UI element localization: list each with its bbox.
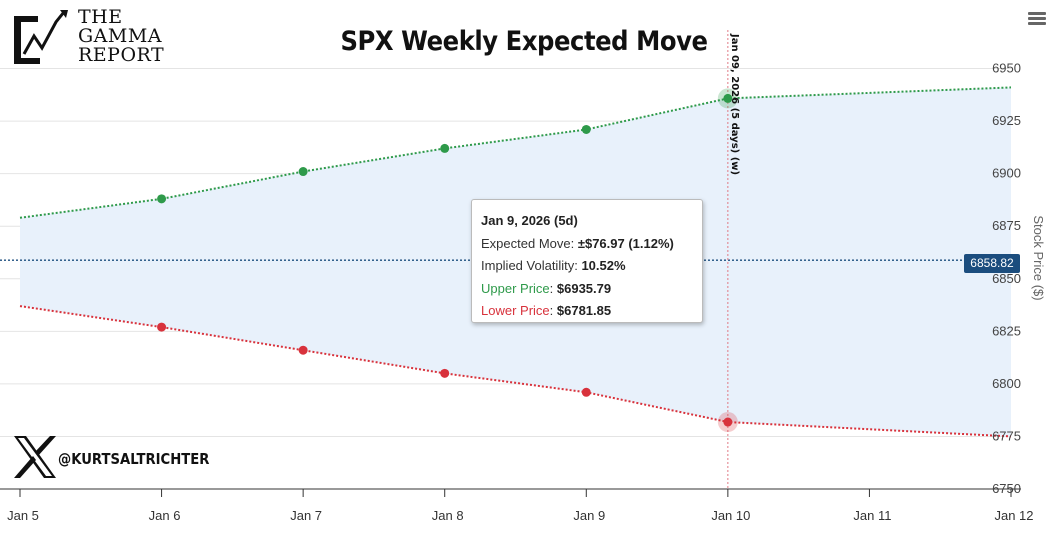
- chart-title: SPX Weekly Expected Move: [340, 26, 708, 57]
- logo-text: THE GAMMA REPORT: [78, 8, 164, 65]
- upper-price-point: [581, 124, 591, 134]
- y-tick-label: 6750: [992, 481, 1021, 496]
- social-handle-text: @KURTSALTRICHTER: [58, 450, 210, 468]
- social-handle: @KURTSALTRICHTER: [12, 434, 209, 485]
- current-price-badge: 6858.82: [964, 254, 1020, 273]
- y-tick-label: 6775: [992, 428, 1021, 443]
- x-tick-label: Jan 6: [149, 508, 181, 523]
- upper-price-point: [440, 143, 450, 153]
- y-tick-label: 6850: [992, 271, 1021, 286]
- axes-group: [0, 488, 1021, 497]
- logo-line-1: THE: [78, 6, 123, 28]
- x-tick-label: Jan 7: [290, 508, 322, 523]
- upper-price-point: [157, 194, 167, 204]
- tooltip-upper-price: Upper Price: $6935.79: [481, 280, 612, 296]
- tooltip-lower-price: Lower Price: $6781.85: [481, 303, 612, 318]
- x-tick-label: Jan 11: [853, 508, 891, 523]
- tooltip-date: Jan 9, 2026 (5d): [481, 213, 578, 228]
- x-tick-label: Jan 8: [432, 508, 464, 523]
- lower-price-point: [298, 345, 308, 355]
- tooltip-implied-volatility: Implied Volatility: 10.52%: [481, 258, 626, 273]
- gamma-logo-icon: [14, 10, 68, 64]
- y-axis-title: Stock Price ($): [1031, 215, 1046, 300]
- y-tick-label: 6825: [992, 323, 1021, 338]
- data-tooltip: Jan 9, 2026 (5d) Expected Move: ±$76.97 …: [471, 199, 703, 323]
- logo-line-3: REPORT: [78, 44, 165, 66]
- upper-price-point: [298, 167, 308, 177]
- y-tick-label: 6800: [992, 376, 1021, 391]
- series-group: [0, 30, 1012, 489]
- lower-price-point: [723, 417, 733, 427]
- expiry-label: Jan 09, 2026 (5 days) (w): [729, 33, 740, 175]
- upper-price-point: [723, 93, 733, 103]
- y-tick-label: 6875: [992, 218, 1021, 233]
- logo-line-2: GAMMA: [78, 25, 163, 47]
- lower-price-point: [581, 387, 591, 397]
- lower-price-point: [157, 322, 167, 332]
- x-logo-icon: [14, 436, 56, 478]
- y-tick-label: 6950: [992, 61, 1021, 76]
- x-tick-label: Jan 5: [7, 508, 39, 523]
- lower-price-point: [440, 368, 450, 378]
- y-tick-label: 6900: [992, 166, 1021, 181]
- gamma-report-logo: THE GAMMA REPORT: [12, 8, 172, 70]
- hamburger-menu-icon[interactable]: [1028, 12, 1046, 26]
- x-tick-label: Jan 10: [711, 508, 750, 523]
- tooltip-expected-move: Expected Move: ±$76.97 (1.12%): [481, 235, 674, 251]
- y-tick-label: 6925: [992, 113, 1021, 128]
- x-tick-label: Jan 9: [573, 508, 605, 523]
- x-tick-label: Jan 12: [994, 508, 1033, 523]
- tick-labels: 6750 6775 6800 6825 6850 6875 6900 6925 6950 Jan …: [7, 33, 1046, 523]
